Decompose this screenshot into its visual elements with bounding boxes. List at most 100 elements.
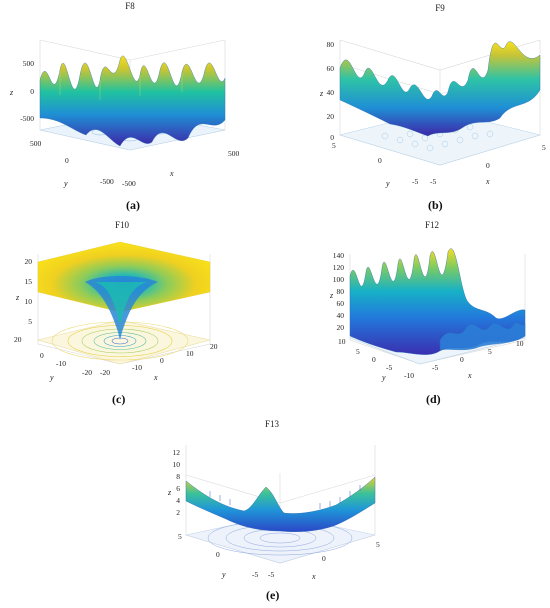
caption-a: (a) [126,198,140,212]
x-tick: 0 [486,161,490,170]
surface-f8 [39,55,226,147]
x-tick: 10 [516,339,524,348]
x-tick: -10 [132,363,142,372]
z-axis-label: z [329,291,334,300]
y-tick: 20 [14,335,22,344]
z-axis-label: z [167,488,172,497]
z-tick: 60 [327,64,335,73]
z-tick: 15 [25,277,33,286]
z-axis-label: z [9,88,14,97]
x-tick: 10 [186,349,194,358]
x-tick: 20 [210,342,218,351]
y-axis-label: y [381,373,386,382]
z-tick: -500 [20,114,34,123]
x-tick: 0 [322,554,326,563]
z-tick: 140 [333,251,345,260]
z-tick: 80 [337,287,345,296]
panel-f13: F13 12 10 8 6 4 2 z 5 0 -5 y -5 0 5 x [150,415,410,590]
z-tick: 6 [176,484,180,493]
chart-f12: F12 140 120 100 80 60 40 20 z 10 5 0 -5 … [329,220,526,382]
panel-f10: F10 20 15 10 5 z 20 0 -10 -20 y -20 -10 … [0,212,275,412]
y-tick: 0 [372,355,376,364]
surface-highlights [59,72,183,100]
x-tick: -5 [412,177,418,186]
y-tick: 0 [378,156,382,165]
x-axis-label: x [169,169,174,178]
y-tick: -5 [252,570,258,579]
caption-e: (e) [266,588,280,602]
x-tick: -20 [100,368,110,377]
chart-title: F13 [265,419,280,429]
x-axis-label: x [311,572,316,581]
y-tick: 500 [30,139,42,148]
y-axis-label: y [63,179,68,188]
z-tick: 120 [333,263,345,272]
x-axis-label: x [467,371,472,380]
x-tick: 0 [460,355,464,364]
z-tick: 80 [327,40,335,49]
surface-f9 [339,41,541,137]
x-tick: 5 [376,540,380,549]
y-tick: -5 [430,177,436,186]
panel-f8: F8 500 0 -500 z 500 0 -500 y -500 500 x [0,0,275,200]
panel-f9: F9 80 60 40 20 0 z 5 0 -5 y -5 0 5 x [290,0,550,200]
z-tick: 20 [327,112,335,121]
z-tick: 0 [30,87,34,96]
y-tick: -20 [82,368,92,377]
z-tick: 500 [23,59,35,68]
chart-title: F8 [125,1,135,11]
y-tick: 10 [338,337,346,346]
chart-title: F10 [115,220,130,230]
surface-f12-front [439,322,526,351]
surface-f13 [185,476,376,532]
x-axis-label: x [153,373,158,382]
z-tick: 5 [28,317,32,326]
z-tick: 40 [337,311,345,320]
y-tick: 5 [178,532,182,541]
surface-f10-funnel-inner [95,282,148,322]
caption-d: (d) [426,392,441,406]
panel-f12: F12 140 120 100 80 60 40 20 z 10 5 0 -5 … [290,212,550,412]
z-tick: 0 [330,133,334,142]
z-axis-label: z [15,293,20,302]
y-tick: 0 [216,550,220,559]
z-tick: 10 [25,297,33,306]
chart-f9: F9 80 60 40 20 0 z 5 0 -5 y -5 0 5 x [319,3,546,188]
y-tick: -500 [100,177,114,186]
x-tick: 0 [160,356,164,365]
z-tick: 100 [333,275,345,284]
surface-spikes [209,485,361,509]
y-tick: 5 [332,141,336,150]
contour-floor [36,319,211,365]
chart-f8: F8 500 0 -500 z 500 0 -500 y -500 500 x [9,1,240,188]
y-tick: -5 [386,363,392,372]
y-tick: 0 [40,351,44,360]
y-axis-label: y [221,570,226,579]
x-tick: -5 [432,363,438,372]
z-axis-label: z [319,89,324,98]
x-tick: 5 [488,347,492,356]
z-tick: 8 [176,472,180,481]
y-axis-label: y [385,179,390,188]
caption-c: (c) [112,392,126,406]
z-tick: 20 [25,257,33,266]
x-tick: -5 [268,570,274,579]
caption-b: (b) [428,198,443,212]
y-tick: -10 [56,359,66,368]
y-tick: 0 [65,156,69,165]
chart-f13: F13 12 10 8 6 4 2 z 5 0 -5 y -5 0 5 x [167,419,380,581]
z-tick: 2 [176,508,180,517]
z-tick: 4 [176,496,180,505]
x-tick: -10 [404,371,414,380]
x-tick: 5 [542,143,546,152]
chart-f10: F10 20 15 10 5 z 20 0 -10 -20 y -20 -10 … [14,220,218,382]
z-tick: 12 [173,448,181,457]
z-tick: 20 [337,323,345,332]
z-tick: 60 [337,299,345,308]
z-tick: 40 [327,88,335,97]
x-axis-label: x [485,177,490,186]
chart-title: F12 [425,220,439,230]
y-tick: 5 [356,347,360,356]
z-tick: 10 [173,460,181,469]
chart-title: F9 [435,3,445,13]
